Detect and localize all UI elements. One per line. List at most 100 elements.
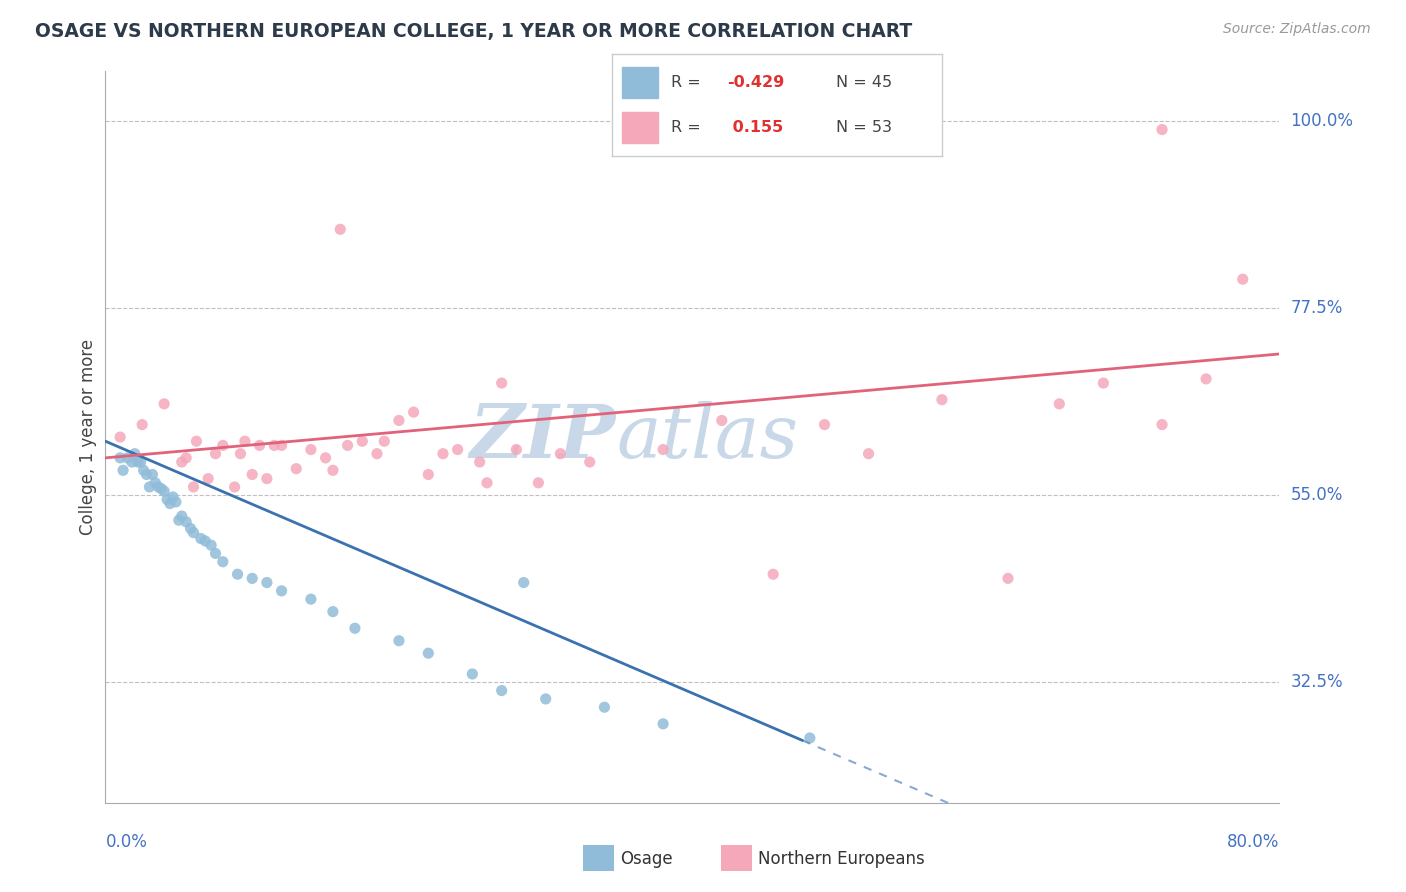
Text: 100.0%: 100.0% xyxy=(1291,112,1354,130)
Point xyxy=(813,417,835,432)
Point xyxy=(256,575,278,590)
Point xyxy=(143,475,166,490)
Point xyxy=(132,463,155,477)
Point xyxy=(127,455,149,469)
Point xyxy=(270,583,292,598)
Text: 0.0%: 0.0% xyxy=(105,833,148,851)
Point xyxy=(352,434,374,449)
Point xyxy=(138,480,160,494)
Point xyxy=(1047,397,1070,411)
Text: 0.155: 0.155 xyxy=(727,120,783,135)
Point xyxy=(388,413,411,427)
Text: 80.0%: 80.0% xyxy=(1227,833,1279,851)
Point xyxy=(159,497,181,511)
Point xyxy=(336,438,359,452)
Point xyxy=(170,509,193,524)
Point xyxy=(285,461,308,475)
Point xyxy=(170,455,193,469)
Text: atlas: atlas xyxy=(616,401,799,474)
Point xyxy=(249,438,271,452)
Point xyxy=(121,455,143,469)
Text: 77.5%: 77.5% xyxy=(1291,299,1343,318)
Point xyxy=(1150,122,1173,136)
Point xyxy=(418,646,440,660)
Point xyxy=(112,463,135,477)
Point xyxy=(329,222,352,236)
Point xyxy=(1150,417,1173,432)
Text: Osage: Osage xyxy=(620,850,672,868)
Text: 55.0%: 55.0% xyxy=(1291,486,1343,504)
Point xyxy=(1232,272,1254,286)
Point xyxy=(153,484,176,499)
Text: -0.429: -0.429 xyxy=(727,75,785,90)
Point xyxy=(162,490,184,504)
Point xyxy=(322,605,344,619)
Point xyxy=(148,480,170,494)
Point xyxy=(578,455,600,469)
Point xyxy=(491,376,513,390)
Text: ZIP: ZIP xyxy=(470,401,616,474)
Point xyxy=(129,455,152,469)
Point xyxy=(211,555,233,569)
Point xyxy=(194,533,217,548)
Point xyxy=(135,467,157,482)
Bar xyxy=(621,112,658,143)
Point xyxy=(762,567,785,582)
Point xyxy=(343,621,366,635)
Point xyxy=(156,492,179,507)
Bar xyxy=(621,67,658,97)
Point xyxy=(226,567,249,582)
Point xyxy=(322,463,344,477)
Text: R =: R = xyxy=(671,75,706,90)
Point xyxy=(233,434,256,449)
Point xyxy=(270,438,292,452)
Point xyxy=(190,532,212,546)
Point xyxy=(229,447,252,461)
Point xyxy=(186,434,208,449)
Point xyxy=(997,571,1019,585)
Point xyxy=(491,683,513,698)
Point xyxy=(153,397,176,411)
Point xyxy=(197,472,219,486)
Point xyxy=(174,515,197,529)
Text: R =: R = xyxy=(671,120,706,135)
Point xyxy=(315,450,337,465)
Point xyxy=(512,575,534,590)
Point xyxy=(108,430,131,444)
Point xyxy=(117,450,139,465)
Point xyxy=(240,571,263,585)
Point xyxy=(468,455,491,469)
Point xyxy=(224,480,246,494)
Point xyxy=(402,405,425,419)
Point xyxy=(299,592,322,607)
Point xyxy=(652,716,675,731)
Point xyxy=(799,731,821,745)
Point xyxy=(388,633,411,648)
Point xyxy=(1092,376,1115,390)
Text: N = 53: N = 53 xyxy=(837,120,893,135)
Point xyxy=(204,546,226,560)
Point xyxy=(108,450,131,465)
Point xyxy=(366,447,388,461)
Point xyxy=(593,700,616,714)
Text: 32.5%: 32.5% xyxy=(1291,673,1343,691)
Point xyxy=(174,450,197,465)
Point xyxy=(180,521,202,535)
Point xyxy=(200,538,222,552)
Point xyxy=(931,392,953,407)
Point xyxy=(527,475,550,490)
Point xyxy=(475,475,498,490)
Point xyxy=(204,447,226,461)
Point xyxy=(183,525,205,540)
Point xyxy=(165,495,187,509)
Point xyxy=(710,413,733,427)
Point xyxy=(256,472,278,486)
Point xyxy=(124,447,146,461)
Point xyxy=(141,467,163,482)
Point xyxy=(534,692,557,706)
Point xyxy=(550,447,572,461)
Point xyxy=(461,667,484,681)
Point xyxy=(240,467,263,482)
Point xyxy=(432,447,454,461)
Text: Source: ZipAtlas.com: Source: ZipAtlas.com xyxy=(1223,22,1371,37)
